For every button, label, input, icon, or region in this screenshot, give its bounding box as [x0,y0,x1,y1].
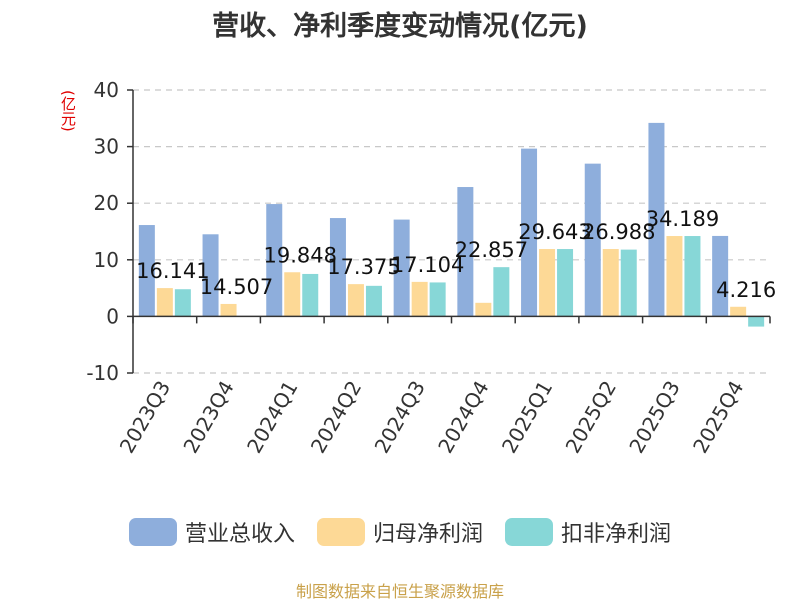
y-tick-label: 30 [94,135,119,159]
data-label: 19.848 [264,243,337,267]
x-tick-label: 2024Q3 [370,377,430,458]
data-label: 17.104 [391,253,464,277]
data-label: 16.141 [136,259,209,283]
x-tick-label: 2025Q3 [624,377,684,458]
bar-net-profit [411,281,428,317]
bar-revenue [202,234,219,317]
legend-item-net-profit[interactable]: 归母净利润 [316,516,483,548]
bar-deducted-net-profit [493,267,510,317]
bar-revenue [266,204,283,317]
bar-net-profit [602,249,619,317]
data-label: 4.216 [716,278,776,302]
x-tick-label: 2023Q4 [178,377,238,458]
bar-deducted-net-profit [174,289,191,317]
data-label: 26.988 [582,220,655,244]
bar-revenue [138,225,155,317]
legend-label-net-profit: 归母净利润 [372,522,483,547]
y-tick-label: 0 [106,304,119,328]
x-tick-label: 2025Q4 [688,377,748,458]
bar-revenue [648,122,665,317]
data-label: 22.857 [455,238,528,262]
legend-label-revenue: 营业总收入 [184,522,295,547]
y-tick-label: -10 [86,361,119,385]
legend-item-deducted-net-profit[interactable]: 扣非净利润 [505,516,671,548]
legend: 营业总收入 归母净利润 扣非净利润 [0,516,800,548]
legend-label-deducted-net-profit: 扣非净利润 [561,522,672,547]
x-tick-label: 2024Q1 [242,377,302,458]
y-axis-unit-label: (亿元) [59,90,77,132]
x-tick-label: 2025Q1 [497,377,557,458]
x-tick-label: 2025Q2 [561,377,621,458]
bar-deducted-net-profit [620,249,637,317]
data-label: 14.507 [200,275,273,299]
bar-deducted-net-profit [365,285,382,317]
bar-net-profit [347,284,364,317]
bar-revenue [521,148,538,317]
bar-revenue [584,163,601,317]
bar-deducted-net-profit [748,316,765,327]
y-tick-label: 40 [94,78,119,102]
bar-revenue [712,235,729,317]
x-tick-label: 2024Q4 [433,376,493,457]
bar-net-profit [475,302,492,317]
data-label: 34.189 [646,207,719,231]
bar-net-profit [666,236,683,317]
y-tick-label: 10 [94,248,119,272]
data-label: 17.375 [327,255,400,279]
bar-deducted-net-profit [684,236,701,317]
bar-revenue [329,218,346,317]
bar-deducted-net-profit [557,249,574,317]
bar-revenue [457,187,474,317]
bar-net-profit [539,249,556,317]
bar-net-profit [156,288,173,317]
x-tick-label: 2023Q3 [115,377,175,458]
bar-revenue [393,219,410,317]
data-label: 29.643 [518,220,591,244]
x-tick-label: 2024Q2 [306,377,366,458]
bar-deducted-net-profit [302,273,319,317]
legend-swatch-deducted-net-profit [505,518,553,546]
data-source-note: 制图数据来自恒生聚源数据库 [295,582,504,601]
bar-net-profit [284,272,301,317]
y-tick-label: 20 [94,191,119,215]
bar-net-profit [220,303,237,317]
legend-swatch-revenue [128,518,177,546]
chart-title: 营收、净利季度变动情况(亿元) [212,11,588,42]
legend-swatch-net-profit [316,518,365,546]
legend-item-revenue[interactable]: 营业总收入 [128,516,295,548]
bar-deducted-net-profit [429,282,446,317]
bar-net-profit [730,306,747,317]
